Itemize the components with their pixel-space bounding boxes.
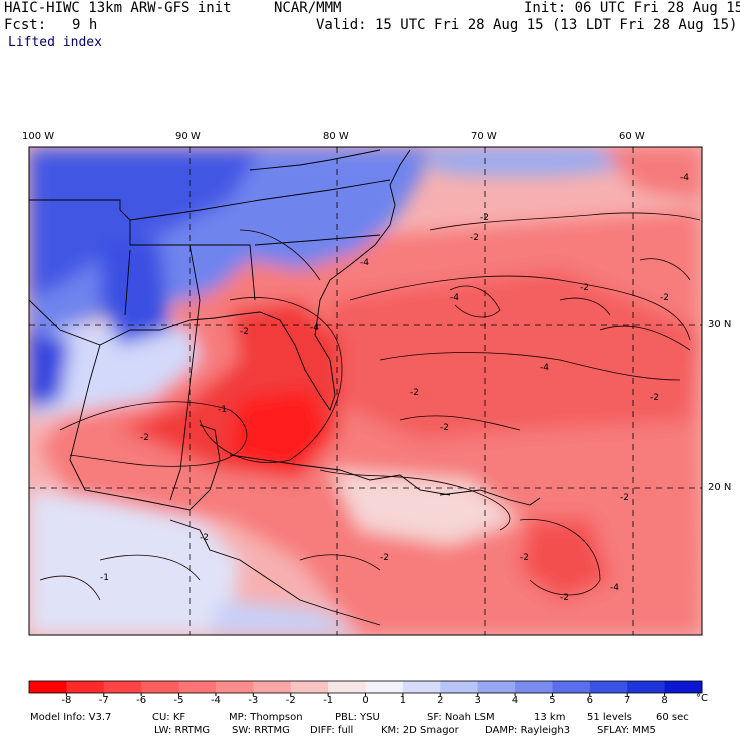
- contour-label: -2: [580, 283, 589, 293]
- colorbar-tick-label: -2: [285, 695, 296, 706]
- levels: 51 levels: [587, 712, 632, 723]
- colorbar-swatch: [253, 681, 292, 693]
- colorbar-tick-label: -8: [61, 695, 72, 706]
- colorbar-swatch: [664, 681, 703, 693]
- contour-label: -2: [410, 388, 419, 398]
- colorbar-tick-label: -1: [323, 695, 334, 706]
- colorbar-tick-label: -4: [210, 695, 221, 706]
- lw-scheme: LW: RRTMG: [154, 725, 211, 736]
- colorbar-tick-label: 8: [661, 695, 668, 706]
- colorbar-swatch: [365, 681, 404, 693]
- contour-label: -4: [680, 173, 689, 183]
- contour-label: -2: [480, 213, 489, 223]
- km-scheme: KM: 2D Smagor: [381, 725, 459, 736]
- contour-label: -2: [200, 533, 209, 543]
- lon-label: 80 W: [323, 131, 349, 142]
- field-name: Lifted index: [8, 35, 102, 50]
- contour-label: -4: [360, 258, 369, 268]
- colorbar-tick-label: -5: [173, 695, 184, 706]
- colorbar-tick-label: -6: [136, 695, 147, 706]
- colorbar-tick-label: 1: [399, 695, 407, 706]
- resolution: 13 km: [534, 712, 566, 723]
- cu-scheme: CU: KF: [152, 712, 186, 723]
- contour-label: -4: [610, 583, 619, 593]
- contour-label: -4: [450, 293, 459, 303]
- colorbar-tick-label: -7: [98, 695, 109, 706]
- contour-label: -2: [660, 293, 669, 303]
- fcst-value: 9 h: [72, 17, 98, 33]
- sflay-scheme: SFLAY: MM5: [597, 725, 656, 736]
- lat-label: 20 N: [708, 482, 732, 493]
- model-title: HAIC-HIWC 13km ARW-GFS init: [4, 0, 232, 16]
- contour-label: -2: [650, 393, 659, 403]
- contour-label: -4: [310, 323, 319, 333]
- colorbar-tick-label: 3: [474, 695, 481, 706]
- colorbar-swatch: [515, 681, 553, 693]
- colorbar-unit: °C: [696, 693, 708, 704]
- pbl-scheme: PBL: YSU: [335, 712, 380, 723]
- colorbar-swatch: [440, 681, 479, 693]
- coastlines: [29, 149, 541, 626]
- colorbar-swatch: [66, 681, 105, 693]
- org-label: NCAR/MMM: [274, 0, 342, 16]
- colorbar-swatch: [215, 681, 254, 693]
- contour-label: -1: [100, 573, 109, 583]
- colorbar-tick-label: 5: [549, 695, 556, 706]
- sw-scheme: SW: RRTMG: [232, 725, 290, 736]
- contour-label: -2: [380, 553, 389, 563]
- diff-scheme: DIFF: full: [310, 725, 354, 736]
- contour-label: -2: [520, 553, 529, 563]
- colorbar-tick-label: -3: [248, 695, 259, 706]
- colorbar-swatch: [402, 681, 441, 693]
- colorbar-swatch: [552, 681, 591, 693]
- contour-label: -2: [240, 327, 249, 337]
- valid-time: Valid: 15 UTC Fri 28 Aug 15 (13 LDT Fri …: [316, 17, 738, 33]
- lon-label: 60 W: [619, 131, 645, 142]
- colorbar-swatch: [328, 681, 366, 693]
- colorbar-swatch: [103, 681, 142, 693]
- model-info: Model Info: V3.7: [30, 712, 112, 723]
- damp-scheme: DAMP: Rayleigh3: [485, 725, 571, 736]
- colorbar-swatch: [178, 681, 217, 693]
- contour-lines: [39, 212, 701, 601]
- colorbar: [28, 680, 703, 696]
- lon-label: 100 W: [22, 131, 55, 142]
- mp-scheme: MP: Thompson: [229, 712, 303, 723]
- timestep: 60 sec: [656, 712, 689, 723]
- colorbar-tick-label: 7: [624, 695, 631, 706]
- colorbar-swatch: [290, 681, 329, 693]
- lat-lon-grid: [29, 147, 702, 635]
- contour-label: -2: [620, 493, 629, 503]
- lon-label: 70 W: [471, 131, 497, 142]
- colorbar-tick-label: 4: [511, 695, 519, 706]
- lat-label: 30 N: [708, 319, 732, 330]
- colorbar-tick-label: 6: [586, 695, 594, 706]
- map-frame: [28, 146, 703, 636]
- contour-label: -2: [560, 593, 569, 603]
- colorbar-swatch: [627, 681, 666, 693]
- lon-label: 90 W: [175, 131, 201, 142]
- contour-label: -1: [218, 405, 227, 415]
- colorbar-swatch: [141, 681, 180, 693]
- colorbar-swatch: [477, 681, 516, 693]
- colorbar-swatch: [29, 681, 67, 693]
- init-time: Init: 06 UTC Fri 28 Aug 15: [524, 0, 740, 16]
- colorbar-tick-label: 0: [362, 695, 369, 706]
- contour-label: -2: [440, 423, 449, 433]
- contour-label: -2: [470, 233, 479, 243]
- colorbar-swatch: [589, 681, 628, 693]
- colorbar-tick-label: 2: [437, 695, 444, 706]
- lifted-index-field: -2-4-1-2-4-2-2-1-2-4-2-2-2-4-2-2-2-2-4-2…: [29, 147, 702, 635]
- fcst-label: Fcst:: [4, 17, 47, 33]
- sf-scheme: SF: Noah LSM: [427, 712, 495, 723]
- contour-label: -4: [540, 363, 549, 373]
- contour-label: -2: [140, 433, 149, 443]
